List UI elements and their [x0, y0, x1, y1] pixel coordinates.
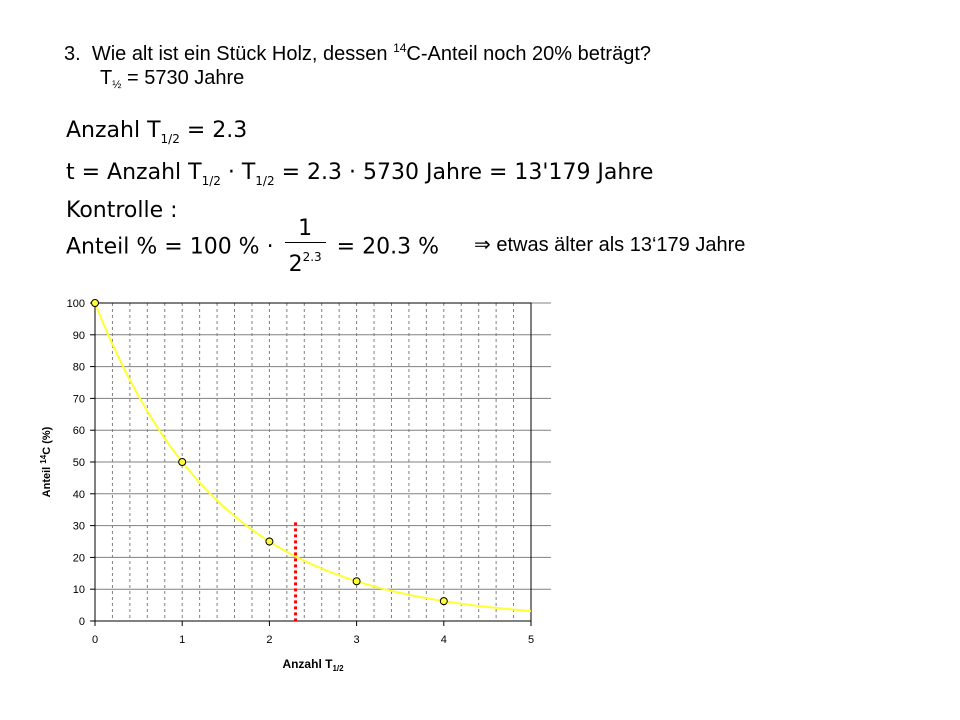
y-axis-ticks: 0 10 20 30 40 50 60 70 80 90 100: [67, 298, 95, 628]
conclusion: ⇒ etwas älter als 13‘179 Jahre: [474, 232, 745, 257]
question-line: 3. Wie alt ist ein Stück Holz, dessen 14…: [64, 36, 651, 66]
isotope-superscript: 14: [393, 41, 407, 55]
math-sub: 1/2: [160, 132, 180, 146]
halflife-value: = 5730 Jahre: [126, 67, 245, 89]
y-tick-label: 100: [67, 298, 85, 310]
math-t-label: t = Anzahl T: [66, 160, 202, 185]
halflife-line: T½ = 5730 Jahre: [100, 66, 244, 97]
data-points: [91, 299, 448, 606]
y-tick-label: 10: [73, 584, 85, 596]
chart-grid: [95, 302, 551, 621]
conclusion-text: etwas älter als 13‘179 Jahre: [496, 234, 746, 256]
y-tick-label: 90: [73, 330, 85, 342]
fraction-denominator: 22.3: [284, 242, 326, 279]
x-axis-ticks: 0 1 2 3 4 5: [92, 621, 534, 646]
math-line-4: Anteil % = 100 % · 1 22.3 = 20.3 %: [66, 216, 439, 279]
y-tick-label: 0: [79, 616, 85, 628]
math-anzahl-label: Anzahl T: [66, 118, 161, 143]
y-tick-label: 40: [73, 489, 85, 501]
data-point: [265, 537, 274, 546]
x-tick-label: 2: [266, 634, 272, 646]
y-tick-label: 70: [73, 393, 85, 405]
x-tick-label: 3: [354, 634, 360, 646]
y-tick-label: 20: [73, 552, 85, 564]
x-tick-label: 4: [441, 634, 447, 646]
question-number: 3.: [64, 43, 81, 65]
math-anteil-label: Anteil % = 100 % ·: [66, 234, 274, 260]
x-tick-label: 1: [179, 634, 185, 646]
fraction-base: 2: [288, 252, 303, 277]
math-line-2: t = Anzahl T1/2 · T1/2 = 2.3 · 5730 Jahr…: [66, 160, 653, 188]
fraction-numerator: 1: [298, 216, 313, 241]
math-line-1: Anzahl T1/2 = 2.3: [66, 118, 247, 146]
math-anzahl-value: = 2.3: [186, 118, 248, 143]
math-t-result: = 2.3 · 5730 Jahre = 13'179 Jahre: [274, 160, 654, 185]
y-axis-label: Anteil 14C (%): [39, 426, 53, 497]
math-dot-t: · T: [220, 160, 256, 185]
data-point: [352, 577, 361, 586]
x-tick-label: 0: [92, 634, 98, 646]
decay-curve: [94, 302, 532, 613]
math-line-3: Kontrolle :: [66, 198, 178, 223]
data-point: [439, 597, 448, 606]
math-sub: 1/2: [255, 174, 275, 188]
math-fraction: 1 22.3: [284, 216, 326, 279]
y-tick-label: 30: [73, 521, 85, 533]
y-tick-label: 80: [73, 362, 85, 374]
halflife-subscript: ½: [112, 79, 122, 91]
math-sub: 1/2: [201, 174, 221, 188]
x-tick-label: 5: [528, 634, 534, 646]
y-tick-label: 50: [73, 457, 85, 469]
data-point: [91, 299, 99, 307]
y-tick-label: 60: [73, 425, 85, 437]
implies-arrow-icon: ⇒: [474, 234, 491, 256]
question-text-end: C-Anteil noch 20% beträgt?: [406, 43, 652, 65]
data-point: [178, 458, 187, 466]
question-text: Wie alt ist ein Stück Holz, dessen: [91, 43, 388, 65]
x-axis-label: Anzahl T1/2: [282, 657, 344, 673]
fraction-exponent: 2.3: [302, 250, 322, 264]
halflife-symbol: T: [100, 67, 113, 89]
math-anteil-result: = 20.3 %: [336, 234, 439, 260]
